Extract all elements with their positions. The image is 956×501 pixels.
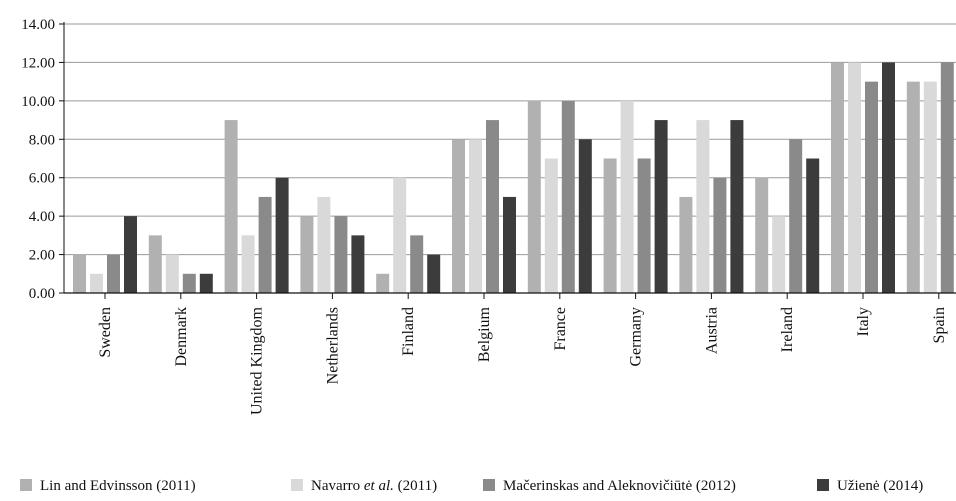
- bar: [654, 120, 668, 293]
- bar: [107, 254, 120, 293]
- bar: [452, 139, 465, 293]
- bar: [940, 62, 954, 293]
- x-tick-label: Netherlands: [324, 307, 341, 384]
- bar: [679, 196, 693, 293]
- bar: [376, 273, 390, 293]
- bar: [772, 216, 786, 293]
- bar: [317, 196, 331, 293]
- legend-label: Užienė (2014): [837, 478, 923, 494]
- bar: [199, 273, 213, 293]
- x-tick-label: Belgium: [476, 306, 493, 362]
- x-tick-label: France: [552, 307, 569, 351]
- bar: [224, 120, 238, 293]
- x-tick-label: United Kingdom: [249, 306, 266, 415]
- bar: [603, 158, 617, 293]
- bar: [124, 216, 137, 293]
- bar: [351, 235, 365, 293]
- legend-label: Navarro et al. (2011): [311, 478, 437, 494]
- x-tick-label: Ireland: [779, 307, 796, 352]
- bars: [73, 62, 954, 294]
- x-tick-label: Sweden: [97, 307, 114, 358]
- y-tick-label: 14.00: [21, 17, 55, 33]
- bar: [300, 216, 314, 293]
- y-tick-label: 10.00: [21, 94, 55, 110]
- y-tick-label: 12.00: [21, 55, 55, 71]
- bar: [544, 158, 558, 293]
- bar: [923, 81, 937, 294]
- legend-swatch: [291, 479, 303, 491]
- bar: [90, 273, 103, 293]
- bar: [182, 273, 196, 293]
- bar: [410, 235, 424, 293]
- bar: [755, 177, 769, 293]
- bar: [713, 177, 727, 293]
- x-tick-label: Finland: [400, 307, 417, 356]
- y-tick-label: 6.00: [29, 171, 55, 187]
- y-tick-label: 8.00: [29, 132, 55, 148]
- bar: [637, 158, 651, 293]
- x-tick-label: Denmark: [173, 307, 190, 367]
- y-tick-label: 2.00: [29, 248, 55, 264]
- legend-swatch: [817, 479, 829, 491]
- x-tick-label: Austria: [703, 307, 720, 354]
- bar: [578, 139, 592, 293]
- bar: [486, 120, 499, 293]
- bar: [882, 62, 895, 293]
- bar: [730, 120, 744, 293]
- bar: [334, 216, 348, 293]
- bar: [806, 158, 820, 293]
- bar: [620, 100, 634, 293]
- x-tick-label: Germany: [628, 307, 645, 367]
- legend: Lin and Edvinsson (2011) Navarro et al. (…: [20, 478, 923, 494]
- bar: [831, 62, 844, 293]
- legend-label: Mačerinskas and Aleknovičiūtė (2012): [503, 478, 736, 494]
- bar: [469, 139, 482, 293]
- bar: [906, 81, 920, 294]
- axes: [63, 22, 956, 294]
- bar: [258, 196, 272, 293]
- x-tick-label: Spain: [931, 307, 948, 343]
- x-axis-labels: Sweden Denmark United Kingdom Netherlands Fi…: [97, 293, 948, 415]
- bar: [561, 100, 575, 293]
- bar: [73, 254, 86, 293]
- bar: [148, 235, 162, 293]
- legend-swatch: [483, 479, 495, 491]
- legend-label: Lin and Edvinsson (2011): [40, 478, 196, 494]
- x-tick-label: Italy: [855, 307, 872, 336]
- bar: [527, 100, 541, 293]
- bar: [393, 177, 407, 293]
- bar: [427, 254, 441, 293]
- bar: [696, 120, 710, 293]
- bar: [848, 62, 861, 293]
- bar: [865, 81, 878, 294]
- bar: [503, 196, 516, 293]
- y-tick-label: 4.00: [29, 209, 55, 225]
- bar: [165, 254, 179, 293]
- y-axis-ticks: 0.00 2.00 4.00 6.00 8.00 10.00 12.00 14.00: [21, 17, 64, 302]
- bar: [241, 235, 255, 293]
- y-tick-label: 0.00: [29, 286, 55, 302]
- bar: [789, 139, 803, 293]
- bar: [275, 177, 289, 293]
- legend-swatch: [20, 479, 32, 491]
